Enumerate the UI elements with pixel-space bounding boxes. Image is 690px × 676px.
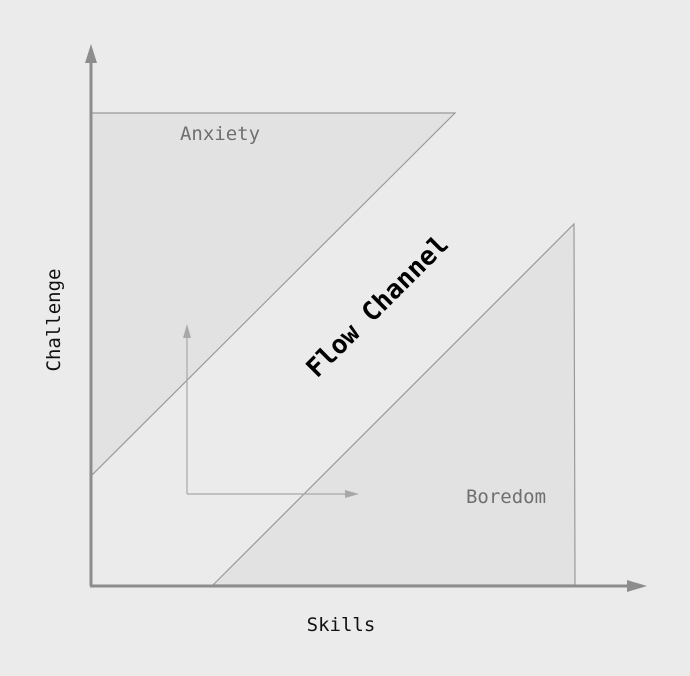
boredom-label: Boredom bbox=[466, 486, 546, 508]
inner-right-arrow-icon bbox=[345, 490, 359, 498]
y-axis-label: Challenge bbox=[43, 269, 65, 372]
inner-axes bbox=[183, 324, 359, 498]
y-axis-arrow-icon bbox=[85, 44, 97, 63]
flow-channel-label: Flow Channel bbox=[301, 230, 455, 384]
x-axis-arrow-icon bbox=[627, 580, 647, 592]
main-axes bbox=[85, 44, 647, 592]
inner-up-arrow-icon bbox=[183, 324, 191, 338]
x-axis-label: Skills bbox=[307, 614, 376, 636]
anxiety-label: Anxiety bbox=[180, 123, 260, 145]
